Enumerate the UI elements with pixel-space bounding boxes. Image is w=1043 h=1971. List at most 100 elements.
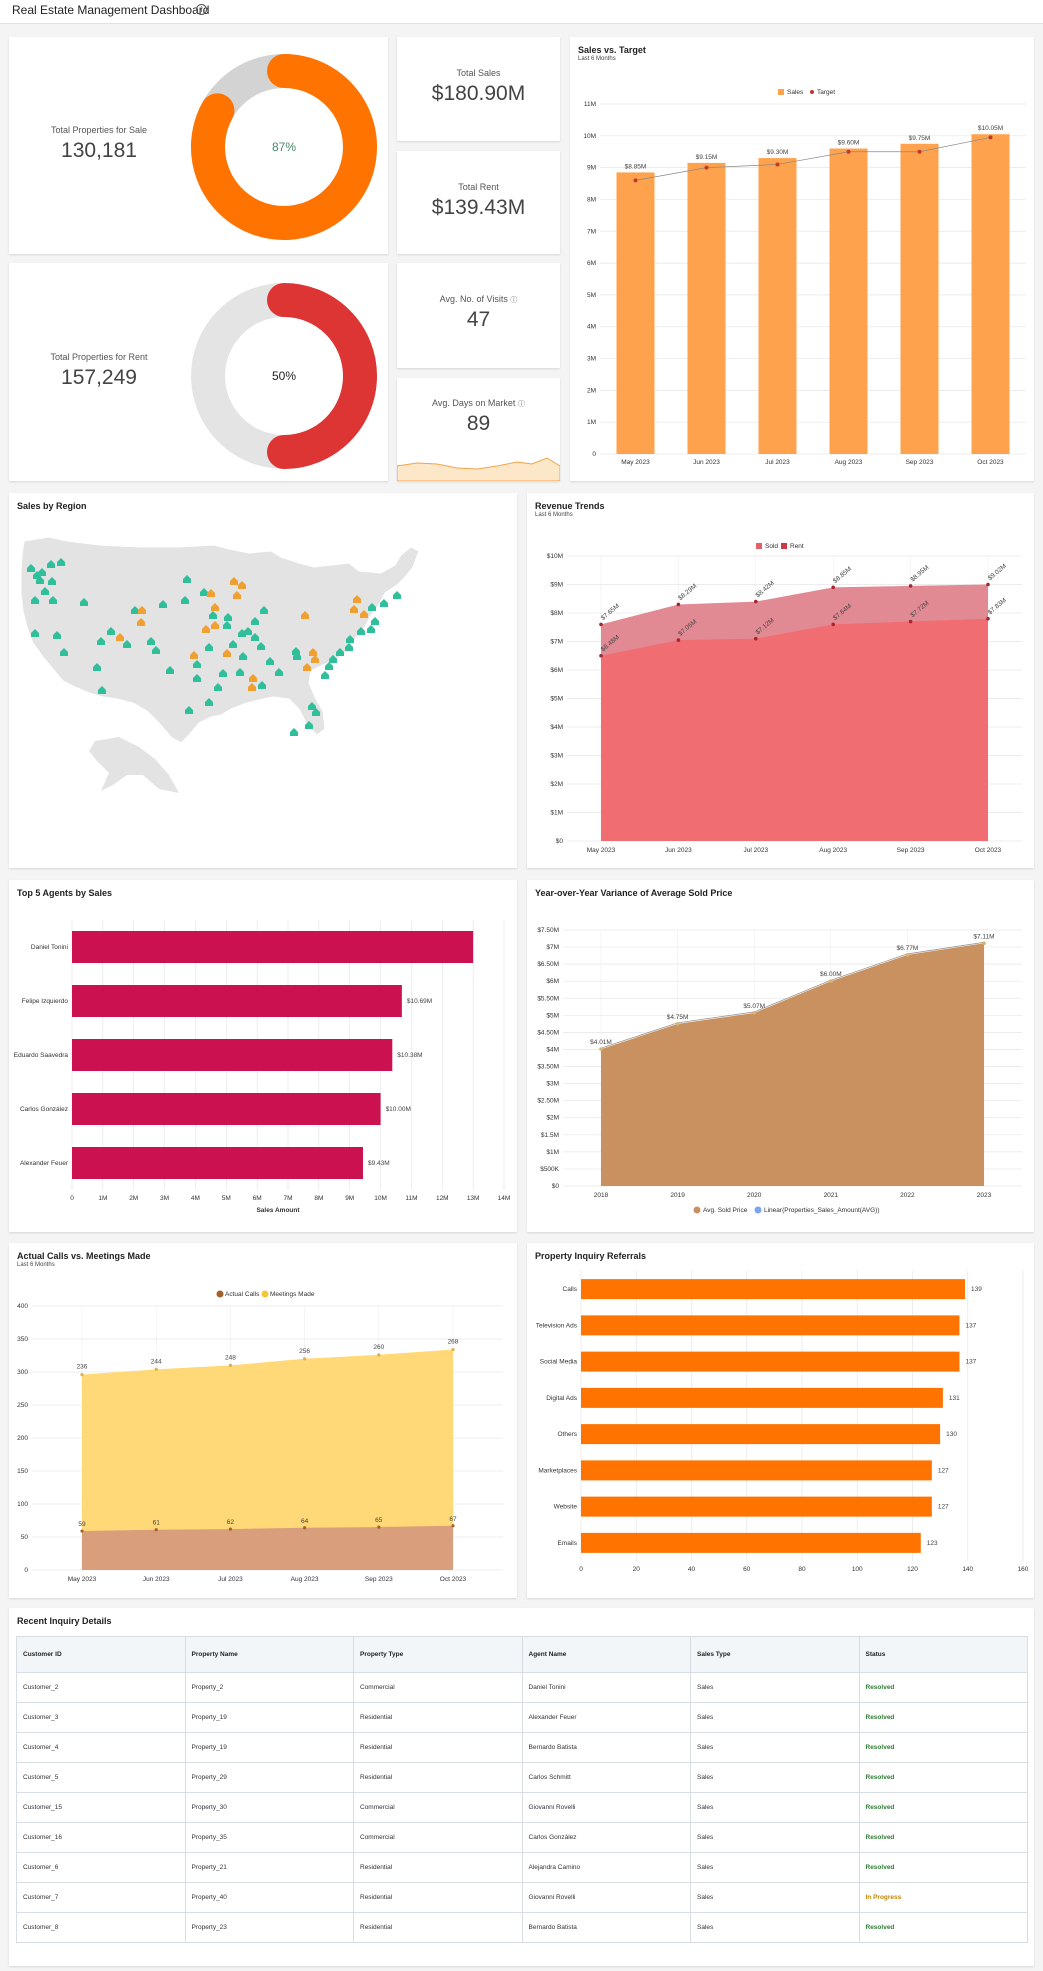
target-point xyxy=(704,165,709,170)
y-tick-label: 8M xyxy=(587,196,596,203)
info-icon[interactable]: i xyxy=(196,4,207,15)
house-marker-icon xyxy=(223,649,231,657)
y-tick-label: $2M xyxy=(546,1115,559,1122)
table-row[interactable]: Customer_16 Property_35 Commercial Carlos G… xyxy=(16,1822,1028,1853)
y-tick-label: 6M xyxy=(587,260,596,267)
x-tick-label: Jul 2023 xyxy=(765,459,790,466)
revenue-trends-title: Revenue Trends xyxy=(535,501,605,511)
data-point xyxy=(829,979,833,983)
data-point xyxy=(986,616,990,621)
house-marker-icon xyxy=(166,666,174,674)
data-label: 62 xyxy=(227,1519,235,1526)
house-marker-icon xyxy=(275,668,283,676)
x-tick-label: 0 xyxy=(70,1195,74,1202)
table-cell: Customer_8 xyxy=(16,1912,186,1943)
table-cell: Property_21 xyxy=(184,1852,354,1883)
table-row[interactable]: Customer_7 Property_40 Residential Giovanni… xyxy=(16,1882,1028,1913)
house-marker-icon xyxy=(257,642,265,650)
y-tick-label: 4M xyxy=(587,324,596,331)
house-marker-icon xyxy=(47,560,55,568)
y-tick-label: $6M xyxy=(550,667,563,674)
house-marker-icon xyxy=(41,587,49,595)
y-tick-label: $0 xyxy=(552,1183,560,1190)
table-row[interactable]: Customer_3 Property_19 Residential Alexande… xyxy=(16,1702,1028,1733)
table-cell: Giovanni Rovelli xyxy=(521,1792,691,1823)
y-tick-label: 400 xyxy=(17,1303,28,1310)
house-marker-icon xyxy=(248,683,256,691)
house-marker-icon xyxy=(193,674,201,682)
table-row[interactable]: Customer_5 Property_29 Residential Carlos S… xyxy=(16,1762,1028,1793)
y-tick-label: 250 xyxy=(17,1402,28,1409)
data-label: 248 xyxy=(225,1354,236,1361)
data-label: 137 xyxy=(965,1359,976,1366)
table-cell: Resolved xyxy=(858,1732,1028,1763)
referral-bar xyxy=(581,1424,941,1445)
house-marker-icon xyxy=(57,558,65,566)
us-map[interactable] xyxy=(9,493,517,868)
table-cell: Property_40 xyxy=(184,1882,354,1913)
total-sales-value: $180.90M xyxy=(431,82,526,105)
house-marker-icon xyxy=(336,648,344,656)
legend-calls-swatch xyxy=(216,1290,224,1298)
table-row[interactable]: Customer_2 Property_2 Commercial Daniel Ton… xyxy=(16,1672,1028,1703)
house-marker-icon xyxy=(325,662,333,670)
table-cell: Giovanni Rovelli xyxy=(521,1882,691,1913)
column-header[interactable]: Status xyxy=(858,1636,1028,1673)
calls-chart: 0 50 100 150 200 250 300 350 400 May 2023 Jun 2023… xyxy=(17,1290,503,1583)
referral-bar xyxy=(581,1496,932,1517)
y-tick-label: $4.50M xyxy=(537,1029,559,1036)
days-label: Avg. Days on Market xyxy=(432,398,516,408)
y-tick-label: $4M xyxy=(550,724,563,731)
agent-bar xyxy=(72,1039,393,1071)
house-marker-icon xyxy=(223,621,231,629)
data-label: 61 xyxy=(153,1520,161,1527)
sale-donut-percent: 87% xyxy=(272,140,296,154)
y-tick-label: Digital Ads xyxy=(546,1395,577,1402)
column-header[interactable]: Property Name xyxy=(184,1636,354,1673)
y-tick-label: $3M xyxy=(550,753,563,760)
table-cell: Sales xyxy=(690,1882,860,1913)
data-label: $4.75M xyxy=(667,1014,689,1021)
house-marker-icon xyxy=(266,657,274,665)
house-marker-icon xyxy=(49,596,57,604)
data-point xyxy=(451,1524,455,1528)
column-header[interactable]: Property Type xyxy=(353,1636,523,1673)
table-cell: Property_19 xyxy=(184,1702,354,1733)
x-tick-label: 60 xyxy=(743,1566,751,1573)
inquiries-card: Recent Inquiry Details Customer ID Proper… xyxy=(9,1608,1034,1966)
table-row[interactable]: Customer_15 Property_30 Commercial Giovanni… xyxy=(16,1792,1028,1823)
y-tick-label: $7M xyxy=(550,639,563,646)
table-cell: Resolved xyxy=(858,1792,1028,1823)
column-header[interactable]: Sales Type xyxy=(690,1636,860,1673)
x-tick-label: 100 xyxy=(852,1566,863,1573)
sales-vs-target-chart: Sales Target 0 1M 2M 3M 4M 5M 6M 7M 8M 9M 10M 11M $8.8… xyxy=(583,89,1026,466)
table-cell: Resolved xyxy=(858,1822,1028,1853)
column-header[interactable]: Customer ID xyxy=(16,1636,186,1673)
house-marker-icon xyxy=(159,600,167,608)
sale-kpi-label: Total Properties for Sale xyxy=(50,125,148,135)
x-tick-label: Oct 2023 xyxy=(440,1576,467,1583)
table-row[interactable]: Customer_4 Property_19 Residential Bernardo… xyxy=(16,1732,1028,1763)
legend-sales-label: Sales xyxy=(787,89,804,96)
x-tick-label: 120 xyxy=(907,1566,918,1573)
y-tick-label: 1M xyxy=(587,419,596,426)
house-marker-icon xyxy=(311,655,319,663)
sales-by-region-title: Sales by Region xyxy=(17,501,87,511)
table-row[interactable]: Customer_8 Property_23 Residential Bernardo… xyxy=(16,1912,1028,1943)
table-cell: Sales xyxy=(690,1792,860,1823)
column-header[interactable]: Agent Name xyxy=(521,1636,691,1673)
info-icon[interactable]: ⓘ xyxy=(510,297,518,304)
x-tick-label: 8M xyxy=(314,1195,323,1202)
house-marker-icon xyxy=(181,596,189,604)
legend-meetings-swatch xyxy=(261,1290,269,1298)
table-row[interactable]: Customer_6 Property_21 Residential Alejandr… xyxy=(16,1852,1028,1883)
referrals-chart: 0 20 40 60 80 100 120 140 160 Calls 139 Television … xyxy=(536,1271,1029,1573)
data-point xyxy=(752,1011,756,1015)
referral-bar xyxy=(581,1460,932,1481)
house-marker-icon xyxy=(380,599,388,607)
house-marker-icon xyxy=(251,617,259,625)
y-tick-label: 0 xyxy=(24,1567,28,1574)
x-tick-label: 6M xyxy=(253,1195,262,1202)
info-icon[interactable]: ⓘ xyxy=(517,401,525,408)
house-marker-icon xyxy=(48,577,56,585)
